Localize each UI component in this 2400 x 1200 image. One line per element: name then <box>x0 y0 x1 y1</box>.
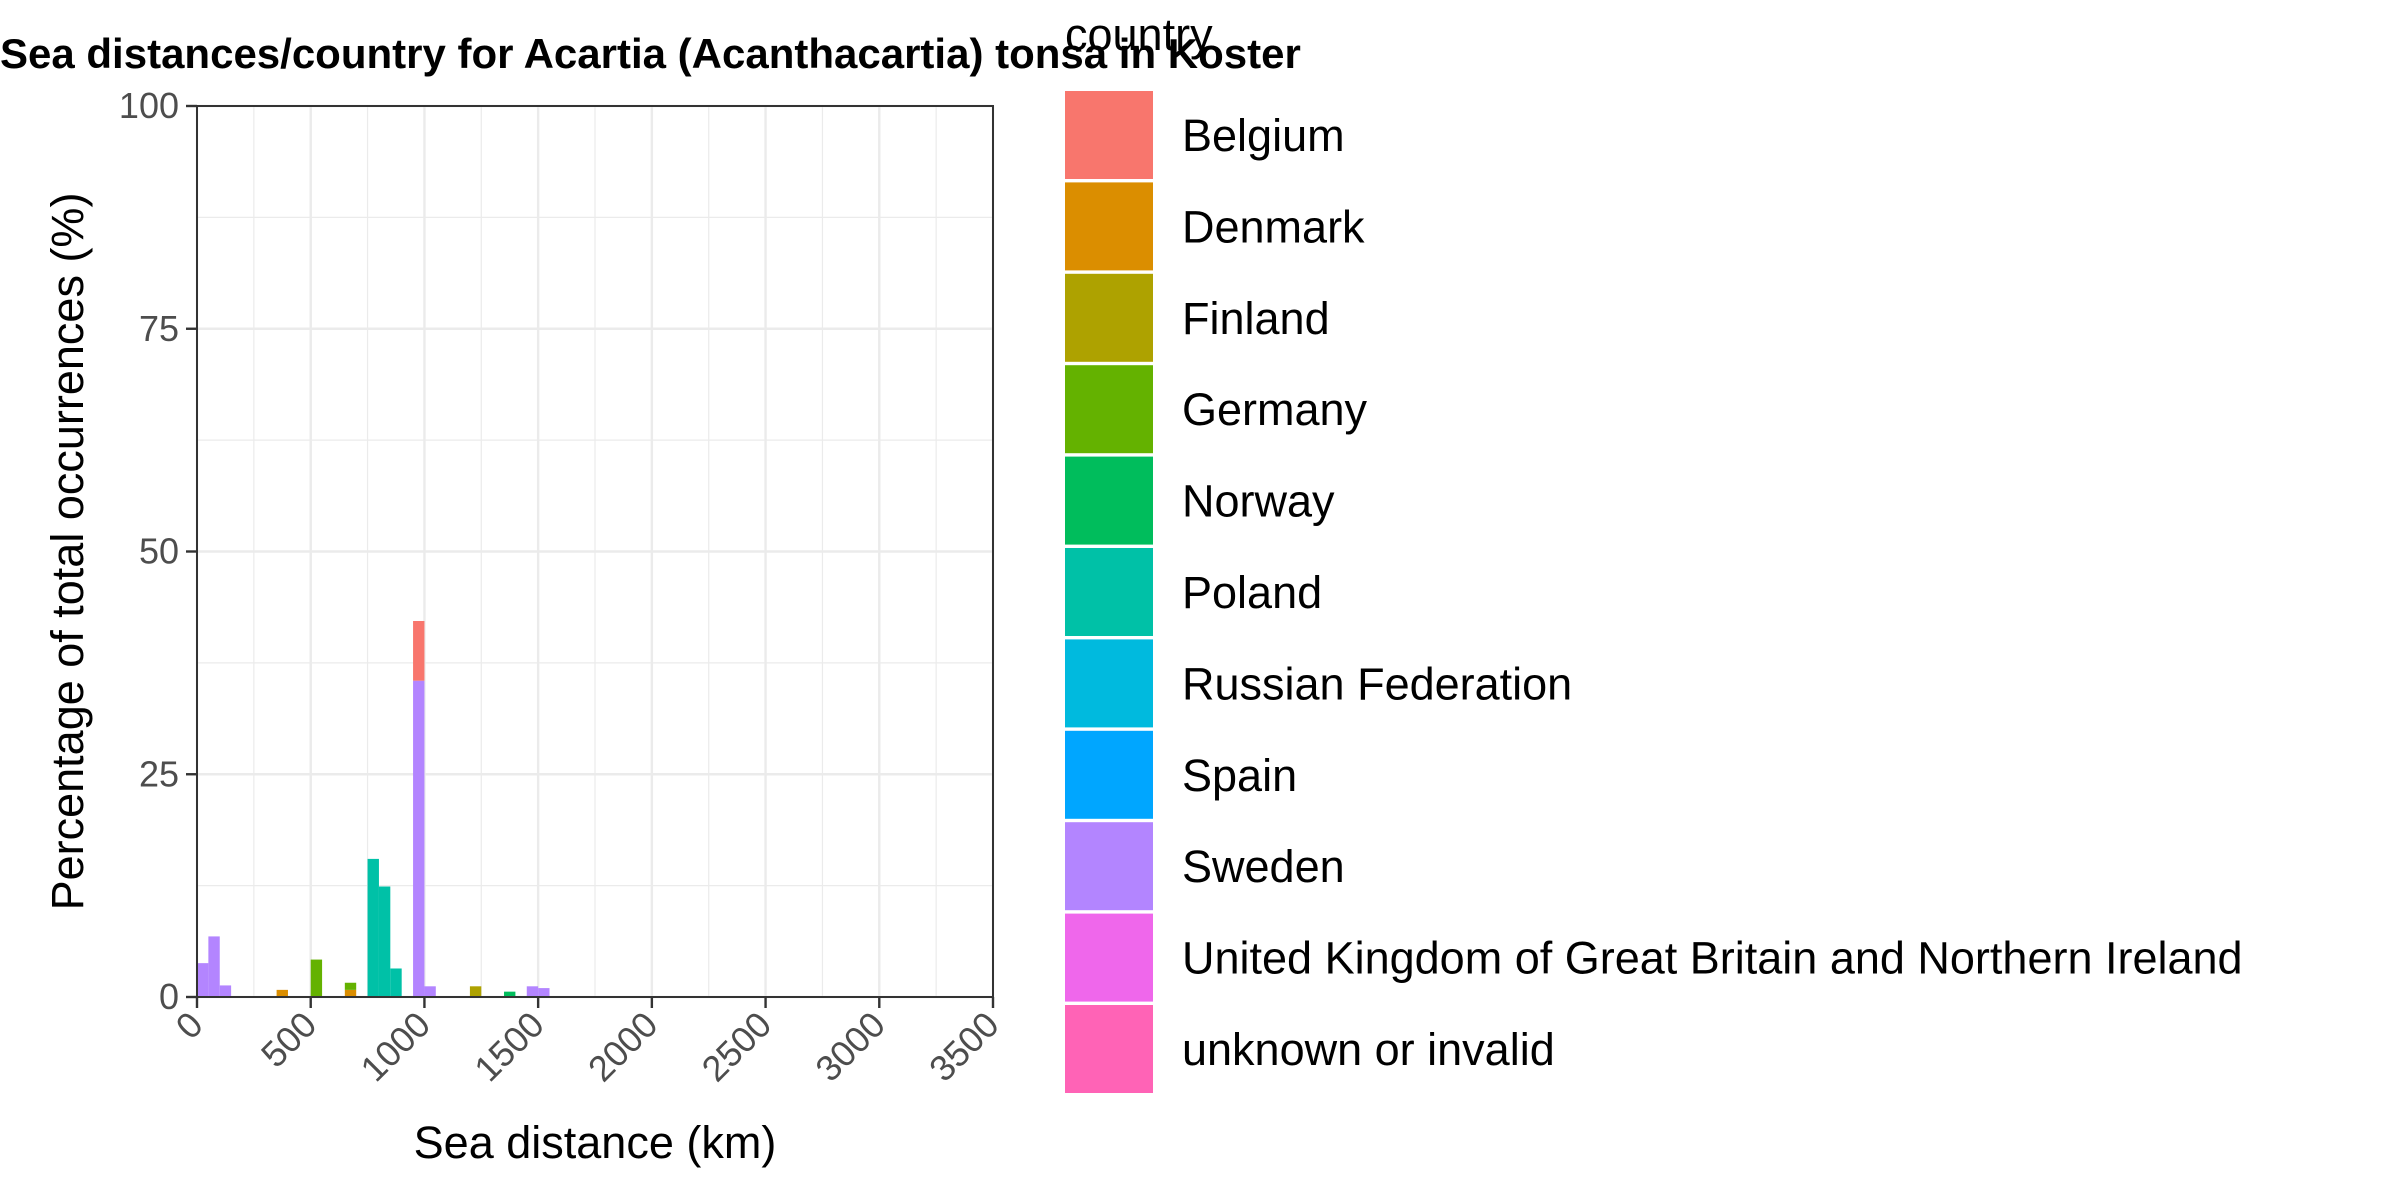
y-tick-label: 50 <box>139 531 179 572</box>
bar-poland <box>367 858 379 997</box>
legend-label-norway: Norway <box>1182 476 1335 527</box>
bar-germany <box>344 982 357 990</box>
legend-key-denmark <box>1065 182 1153 271</box>
x-axis: 0 500 1000 1500 2000 2500 3000 3500 <box>168 997 1007 1089</box>
x-axis-title: Sea distance (km) <box>414 1117 777 1168</box>
bars <box>197 620 550 997</box>
bar-denmark <box>276 989 288 997</box>
bar-sweden <box>526 986 539 997</box>
legend: Belgium Denmark Finland Germany Norway Poland… <box>1065 91 2243 1093</box>
bar-poland <box>378 886 391 997</box>
bar-sweden <box>424 986 436 997</box>
legend-label-sweden: Sweden <box>1182 841 1345 892</box>
x-tick-label: 1000 <box>352 1004 438 1090</box>
legend-label-poland: Poland <box>1182 567 1322 618</box>
chart-title: Sea distances/country for Acartia (Acant… <box>0 30 1301 77</box>
bar-denmark <box>344 989 357 997</box>
y-axis-title: Percentage of total occurrences (%) <box>42 193 93 911</box>
bar-sweden <box>208 936 220 997</box>
legend-key-russian-federation <box>1065 639 1153 728</box>
legend-label-belgium: Belgium <box>1182 110 1345 161</box>
legend-label-unknown-or-invalid: unknown or invalid <box>1182 1024 1555 1075</box>
legend-key-finland <box>1065 273 1153 362</box>
legend-label-spain: Spain <box>1182 750 1297 801</box>
bar-finland <box>469 986 482 997</box>
legend-label-finland: Finland <box>1182 293 1330 344</box>
x-tick-label: 2500 <box>694 1004 780 1090</box>
y-tick-label: 25 <box>139 753 179 794</box>
legend-key-belgium <box>1065 91 1153 179</box>
x-tick-label: 500 <box>253 1004 324 1075</box>
bar-sweden <box>413 680 425 997</box>
legend-title: country <box>1065 9 1213 60</box>
x-tick-label: 0 <box>168 1004 211 1047</box>
legend-key-spain <box>1065 730 1153 819</box>
x-tick-label: 3000 <box>807 1004 893 1090</box>
legend-key-united-kingdom-of-great-britain-and-northern-ireland <box>1065 913 1153 1002</box>
bar-sweden <box>197 963 209 997</box>
y-axis: 0 25 50 75 100 <box>119 85 197 1017</box>
y-tick-label: 75 <box>139 308 179 349</box>
x-tick-label: 3500 <box>921 1004 1007 1090</box>
bar-sweden <box>538 988 550 997</box>
bar-belgium <box>413 620 425 681</box>
legend-label-russian-federation: Russian Federation <box>1182 658 1572 709</box>
legend-key-unknown-or-invalid <box>1065 1005 1153 1093</box>
x-tick-label: 2000 <box>580 1004 666 1090</box>
legend-key-sweden <box>1065 822 1153 911</box>
y-tick-label: 100 <box>119 85 179 126</box>
legend-label-denmark: Denmark <box>1182 201 1365 252</box>
y-tick-label: 0 <box>159 976 179 1017</box>
bar-poland <box>390 968 402 997</box>
legend-label-germany: Germany <box>1182 384 1368 435</box>
x-tick-label: 1500 <box>466 1004 552 1090</box>
bar-sweden <box>219 985 232 997</box>
legend-key-poland <box>1065 548 1153 636</box>
legend-label-united-kingdom-of-great-britain-and-northern-ireland: United Kingdom of Great Britain and Nort… <box>1182 933 2243 984</box>
bar-germany <box>310 959 323 997</box>
legend-key-norway <box>1065 456 1153 545</box>
legend-key-germany <box>1065 365 1153 454</box>
bar-norway <box>504 991 516 997</box>
